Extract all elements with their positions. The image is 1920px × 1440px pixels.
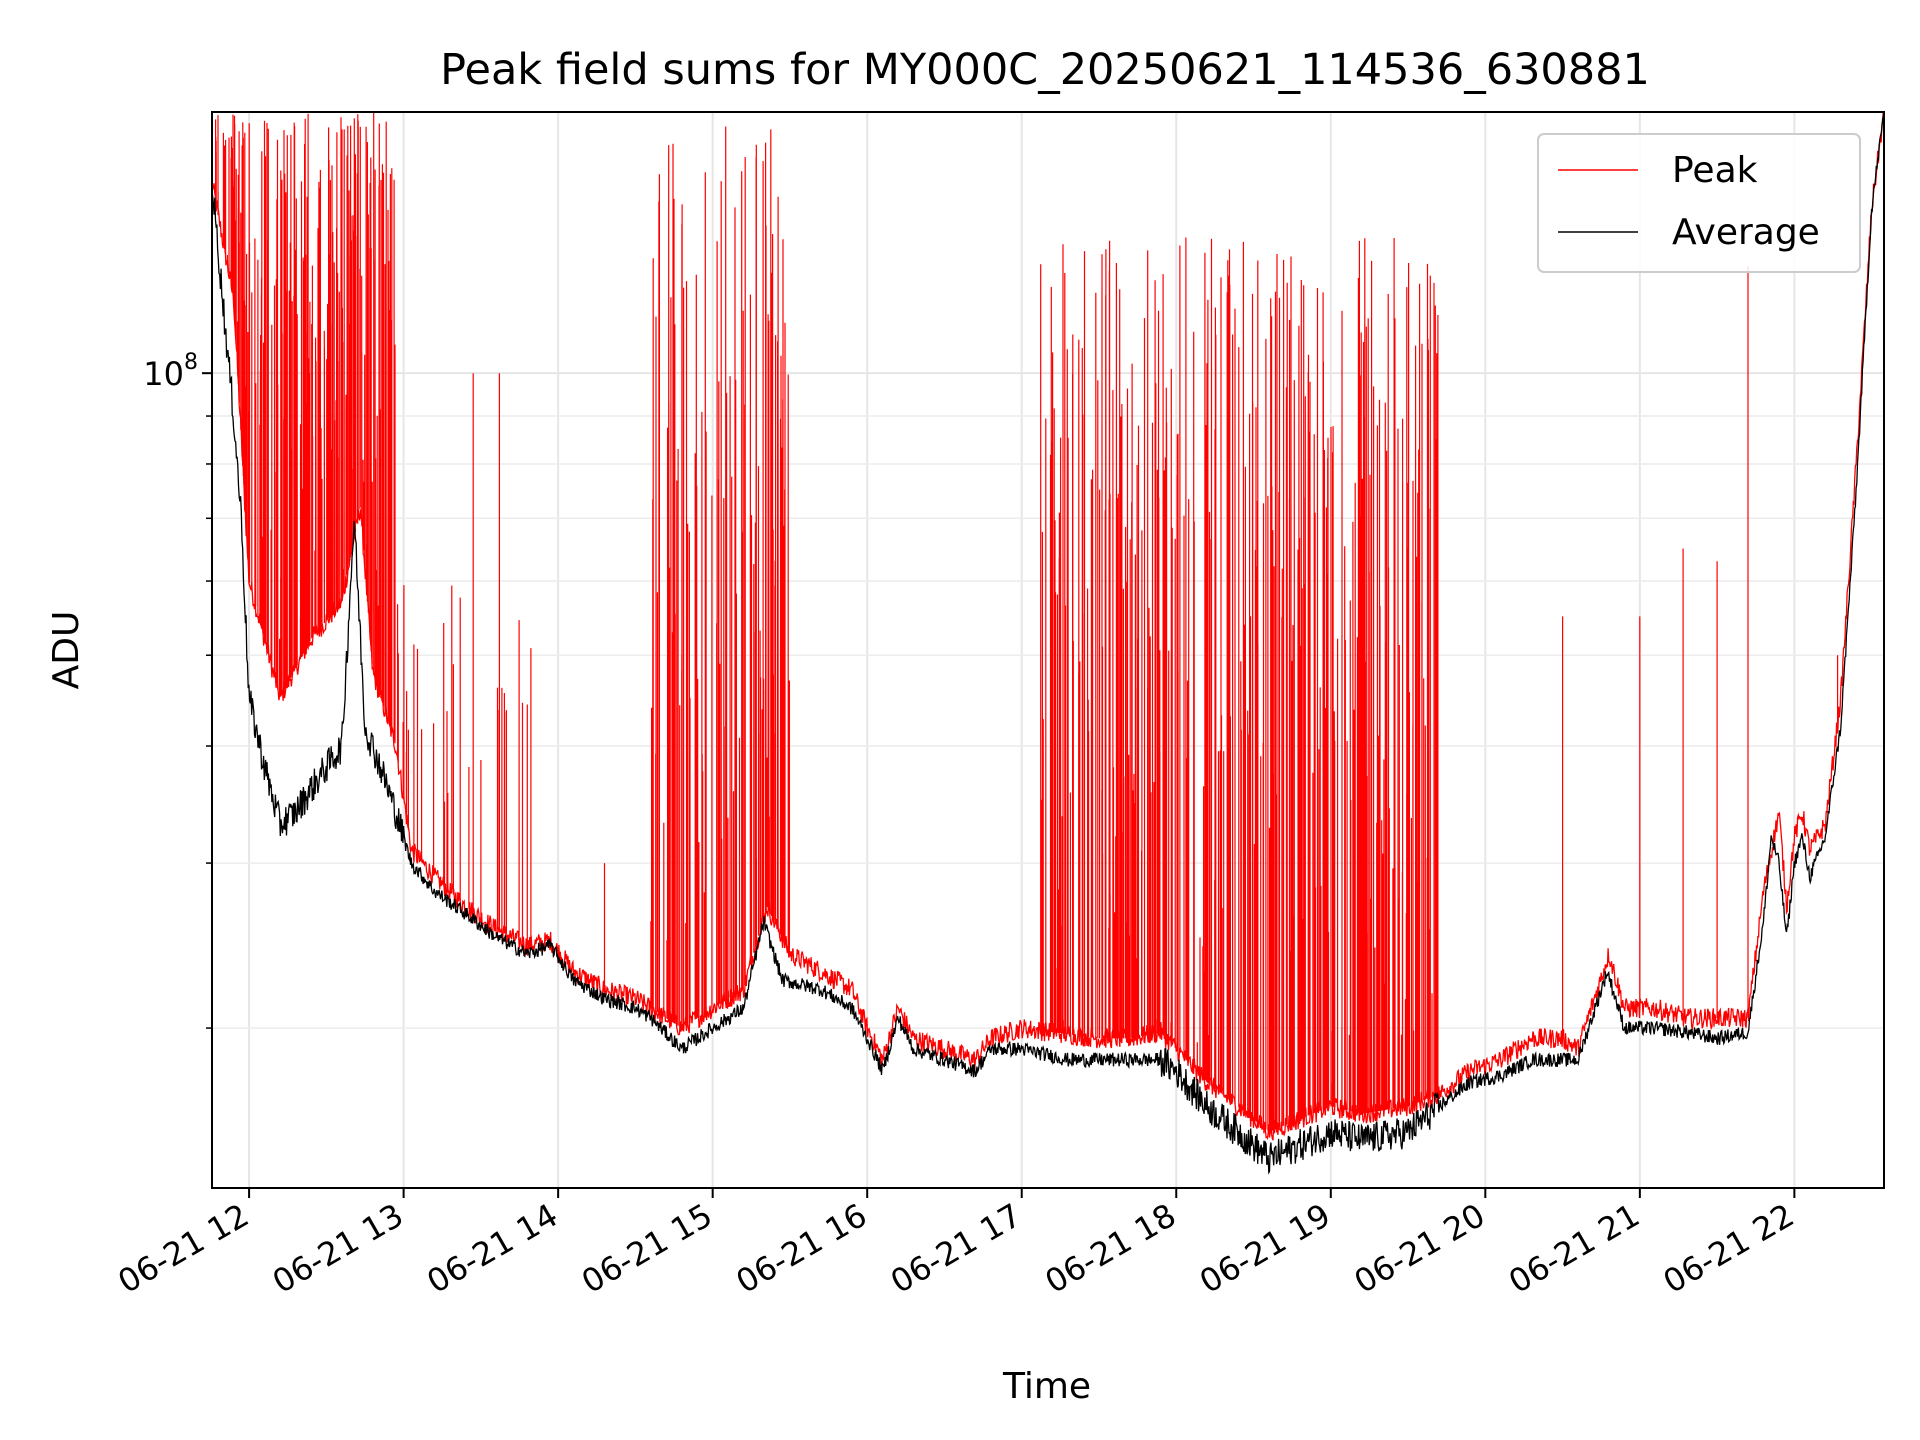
y-axis-label: ADU	[46, 611, 87, 690]
series-line-peak	[212, 112, 1884, 1141]
peak-spike-lines	[215, 112, 1839, 1132]
series-layer	[212, 112, 1884, 1175]
peak-spikes	[215, 112, 1839, 1132]
chart-title: Peak field sums for MY000C_20250621_1145…	[440, 45, 1650, 95]
series-line-average	[212, 115, 1884, 1175]
x-axis-label: Time	[1002, 1366, 1091, 1407]
legend: Peak Average	[1537, 133, 1861, 273]
legend-label-peak: Peak	[1672, 150, 1758, 191]
legend-box	[1537, 133, 1861, 273]
plot-frame	[211, 111, 1885, 1189]
legend-label-average: Average	[1672, 212, 1820, 253]
